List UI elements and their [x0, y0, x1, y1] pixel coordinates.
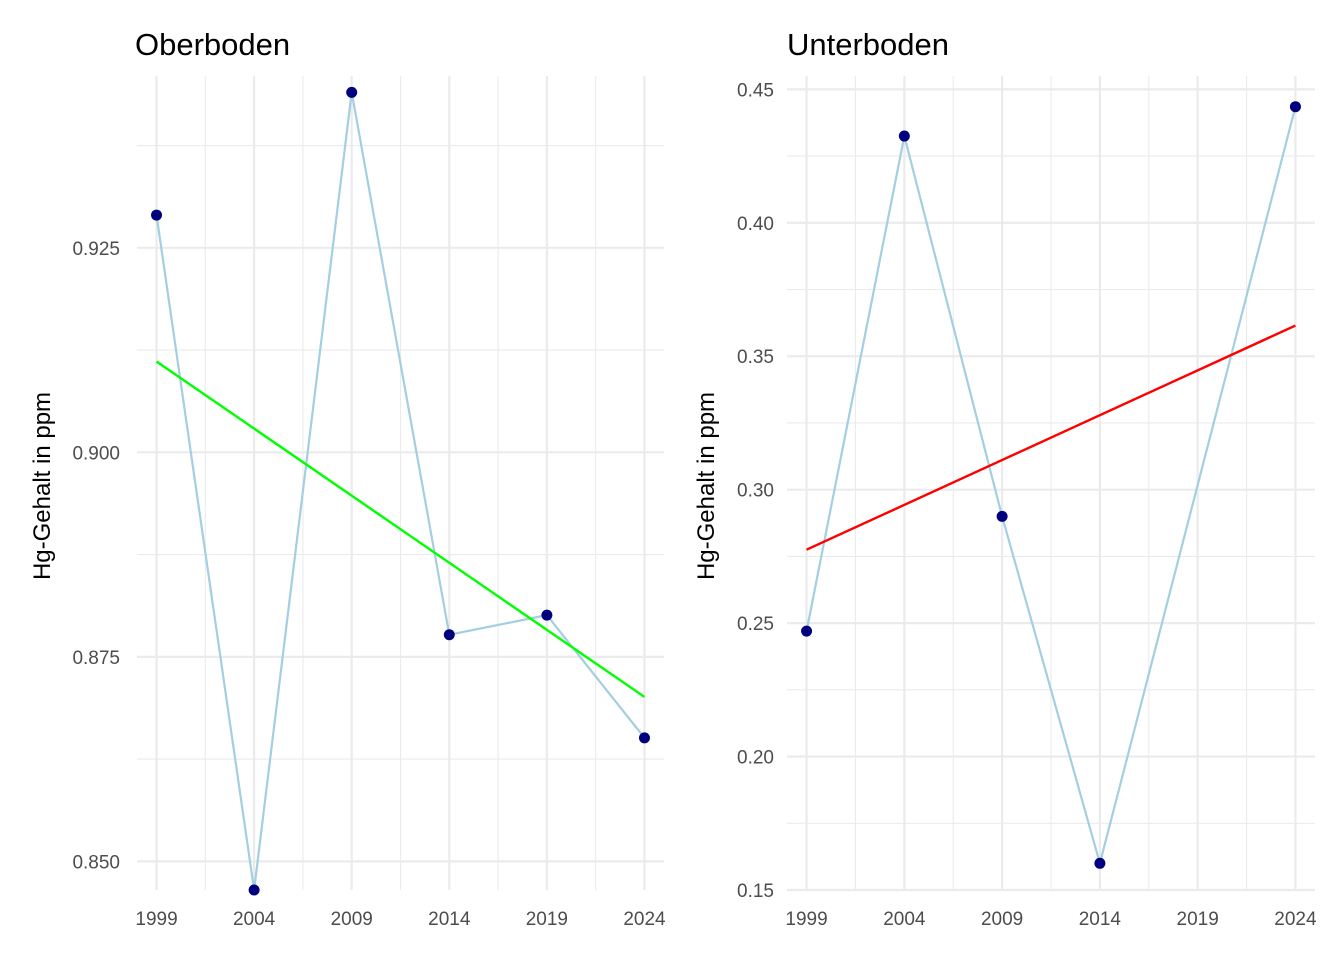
trend-line: [806, 324, 1296, 551]
data-point: [801, 625, 813, 637]
y-tick-label: 0.15: [737, 881, 774, 902]
panel-title: Unterboden: [787, 27, 949, 62]
y-tick-label: 0.900: [72, 443, 120, 464]
y-tick-label: 0.35: [737, 347, 774, 368]
x-tick-label: 2014: [428, 909, 471, 930]
data-point: [1289, 101, 1301, 113]
data-point: [248, 884, 260, 896]
y-axis-title: Hg-Gehalt in ppm: [29, 392, 56, 580]
data-line: [155, 92, 646, 891]
y-tick-label: 0.40: [737, 214, 774, 235]
x-tick-label: 2024: [1274, 909, 1317, 930]
x-tick-label: 2009: [331, 909, 373, 930]
data-point: [638, 732, 650, 744]
x-tick-label: 1999: [785, 909, 827, 930]
x-tick-label: 2009: [981, 909, 1023, 930]
x-tick-label: 2019: [526, 909, 568, 930]
y-tick-label: 0.45: [737, 80, 774, 101]
trend-line: [155, 360, 646, 698]
data-point: [346, 86, 358, 98]
y-tick-label: 0.30: [737, 481, 774, 502]
x-tick-label: 2019: [1177, 909, 1219, 930]
panel-unterboden: 1999 2004 2009 2014 2019 2024 0.15 0.20 0.25 0.30…: [693, 27, 1317, 930]
data-point: [996, 510, 1008, 522]
x-tick-label: 2024: [623, 909, 666, 930]
x-tick-label: 2014: [1079, 909, 1122, 930]
x-tick-label: 2004: [883, 909, 926, 930]
data-point: [151, 209, 163, 221]
data-point: [1094, 857, 1106, 869]
x-tick-label: 2004: [233, 909, 276, 930]
x-tick-label: 1999: [135, 909, 177, 930]
y-axis-title: Hg-Gehalt in ppm: [693, 392, 720, 580]
y-tick-label: 0.925: [72, 239, 120, 260]
data-point: [541, 609, 553, 621]
y-tick-label: 0.20: [737, 748, 774, 769]
data-point: [443, 629, 455, 641]
data-point: [898, 130, 910, 142]
panel-oberboden: 1999 2004 2009 2014 2019 2024 0.850 0.875 0.900 0…: [29, 27, 666, 930]
y-tick-label: 0.875: [72, 648, 120, 669]
y-tick-label: 0.25: [737, 614, 774, 635]
y-tick-label: 0.850: [72, 852, 120, 873]
panel-title: Oberboden: [135, 27, 290, 62]
